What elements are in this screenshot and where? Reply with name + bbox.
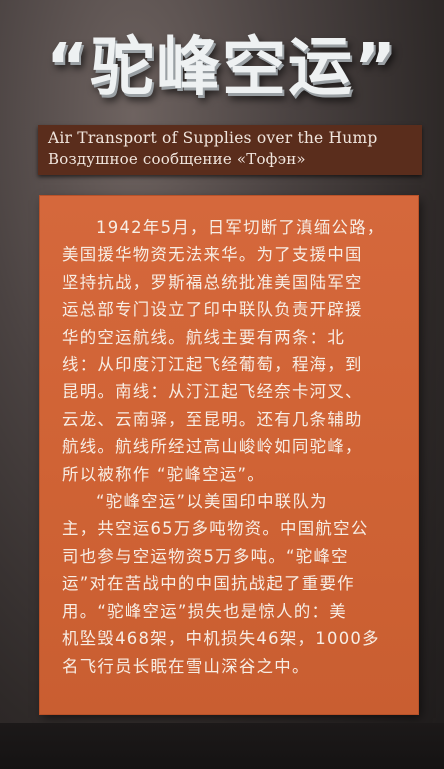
panel-line: 华的空运航线。航线主要有两条：北 xyxy=(62,327,346,347)
panel-line: 航线。航线所经过高山峻岭如同驼峰， xyxy=(62,437,363,457)
panel-line: 所以被称作 “驼峰空运”。 xyxy=(62,464,265,484)
subtitle-band: Air Transport of Supplies over the Hump … xyxy=(38,125,422,175)
panel-line: 主，共空运65万多吨物资。中国航空公 xyxy=(62,519,369,539)
floor-shadow xyxy=(0,723,444,769)
info-panel: 1942年5月，日军切断了滇缅公路， 美国援华物资无法来华。为了支援中国 坚持抗… xyxy=(40,196,418,714)
exhibit-title: “驼峰空运” xyxy=(45,31,399,105)
panel-line: 线：从印度汀江起飞经葡萄，程海，到 xyxy=(62,355,363,375)
panel-line: 机坠毁468架，中机损失46架，1000多 xyxy=(62,629,380,649)
panel-line: 云龙、云南驿，至昆明。还有几条辅助 xyxy=(62,409,363,429)
panel-line: 坚持抗战，罗斯福总统批准美国陆军空 xyxy=(62,272,363,292)
panel-line: 运”对在苦战中的中国抗战起了重要作 xyxy=(62,574,355,594)
panel-text: 1942年5月，日军切断了滇缅公路， 美国援华物资无法来华。为了支援中国 坚持抗… xyxy=(62,214,406,680)
subtitle-russian: Воздушное сообщение «Тофэн» xyxy=(48,150,306,168)
panel-line: 美国援华物资无法来华。为了支援中国 xyxy=(62,245,363,265)
panel-line: 用。“驼峰空运”损失也是惊人的：美 xyxy=(62,601,347,621)
panel-line: “驼峰空运”以美国印中联队为 xyxy=(96,492,328,512)
panel-line: 运总部专门设立了印中联队负责开辟援 xyxy=(62,300,363,320)
panel-line: 名飞行员长眠在雪山深谷之中。 xyxy=(62,656,310,676)
panel-line: 昆明。南线：从汀江起飞经奈卡河叉、 xyxy=(62,382,363,402)
panel-line: 1942年5月，日军切断了滇缅公路， xyxy=(96,218,385,237)
subtitle-english: Air Transport of Supplies over the Hump xyxy=(48,129,378,147)
panel-line: 司也参与空运物资5万多吨。“驼峰空 xyxy=(62,546,349,566)
